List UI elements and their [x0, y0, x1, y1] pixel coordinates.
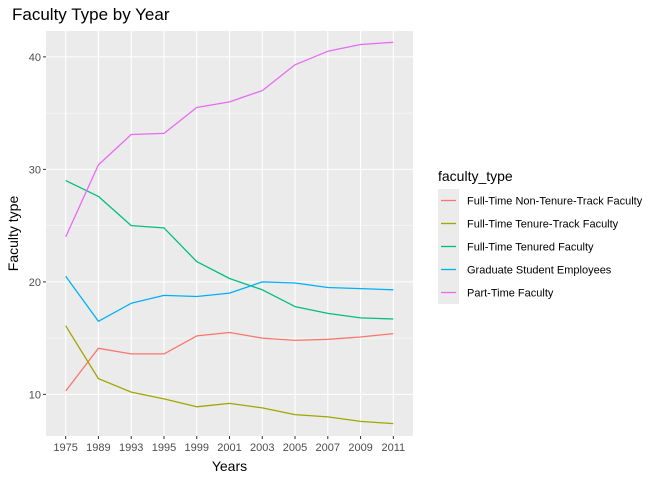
legend-label: Part-Time Faculty: [467, 288, 554, 300]
legend-item: Graduate Student Employees: [438, 258, 612, 281]
y-tick-label: 20: [29, 277, 41, 289]
y-axis-title: Faculty type: [5, 196, 21, 272]
series-line-3: [65, 180, 394, 320]
x-tick-label: 1999: [184, 442, 208, 454]
legend-item: Part-Time Faculty: [438, 281, 554, 304]
x-tick-label: 2011: [382, 442, 406, 454]
legend: faculty_type Full-Time Non-Tenure-Track …: [438, 168, 643, 304]
series-line-4: [65, 275, 394, 322]
major-gridlines: [46, 31, 413, 436]
legend-label: Full-Time Tenure-Track Faculty: [467, 219, 619, 231]
y-axis: 10 20 30 40: [29, 52, 46, 401]
legend-item: Full-Time Non-Tenure-Track Faculty: [438, 189, 643, 212]
legend-label: Graduate Student Employees: [467, 265, 612, 277]
x-tick-label: 1995: [152, 442, 176, 454]
series-line-2: [65, 325, 394, 425]
y-tick-label: 30: [29, 164, 41, 176]
legend-item: Full-Time Tenure-Track Faculty: [438, 212, 619, 235]
legend-item: Full-Time Tenured Faculty: [438, 235, 594, 258]
chart-title: Faculty Type by Year: [12, 5, 170, 24]
x-tick-label: 1975: [53, 442, 77, 454]
x-tick-label: 2003: [250, 442, 274, 454]
x-tick-label: 1989: [86, 442, 110, 454]
series-line-5: [65, 41, 394, 238]
legend-title: faculty_type: [438, 168, 513, 184]
x-tick-label: 2005: [283, 442, 307, 454]
series-lines: [65, 41, 394, 425]
x-tick-label: 2009: [348, 442, 372, 454]
y-tick-label: 40: [29, 52, 41, 64]
legend-items: Full-Time Non-Tenure-Track Faculty Full-T…: [438, 189, 643, 304]
x-tick-label: 2001: [217, 442, 241, 454]
x-tick-label: 1993: [119, 442, 143, 454]
series-line-1: [65, 331, 394, 392]
legend-label: Full-Time Tenured Faculty: [467, 242, 594, 254]
x-axis-title: Years: [212, 458, 247, 474]
y-tick-label: 10: [29, 389, 41, 401]
legend-label: Full-Time Non-Tenure-Track Faculty: [467, 196, 643, 208]
x-tick-label: 2007: [316, 442, 340, 454]
x-axis: 1975 1989 1993 1995 1999 2001 2003 2005 2007 2009…: [53, 436, 405, 454]
